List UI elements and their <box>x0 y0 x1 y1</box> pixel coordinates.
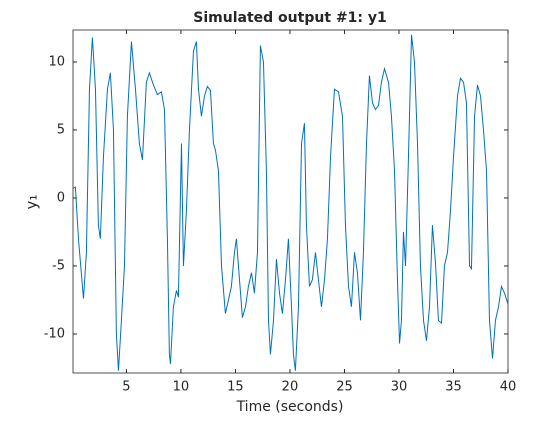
x-tick-label: 40 <box>500 380 517 395</box>
x-axis-label: Time (seconds) <box>236 399 344 415</box>
x-tick-label: 20 <box>282 380 299 395</box>
data-line <box>72 34 509 371</box>
x-tick-label: 15 <box>227 380 244 395</box>
chart-title: Simulated output #1: y1 <box>193 10 386 26</box>
x-tick-label: 25 <box>336 380 353 395</box>
x-tick-label: 5 <box>122 380 130 395</box>
y-tick-label: 5 <box>57 122 65 137</box>
x-tick-label: 10 <box>173 380 190 395</box>
y-tick-label: 0 <box>57 190 65 205</box>
y-tick-label: 10 <box>48 54 65 69</box>
y-tick-label: -10 <box>44 326 65 341</box>
x-tick-label: 30 <box>391 380 408 395</box>
y-tick-label: -5 <box>52 258 65 273</box>
y-axis-label: y₁ <box>23 195 41 210</box>
plot-area <box>72 29 509 374</box>
x-tick-label: 35 <box>445 380 462 395</box>
